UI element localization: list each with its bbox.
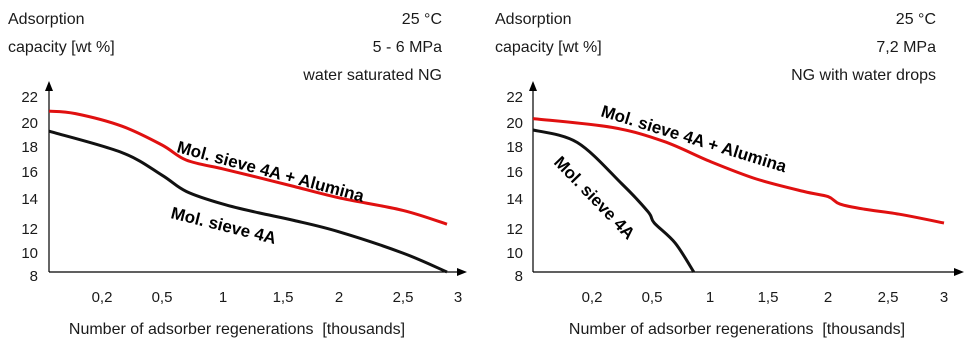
x-tick-label: 1,5 [273,289,294,306]
chart-right: Adsorption capacity [wt %] 25 °C 7,2 MPa… [495,11,964,338]
y-ticks: 8 10 12 14 16 18 20 22 [506,89,523,285]
x-ticks: 0,2 0,5 1 1,5 2 2,5 3 [582,289,949,306]
y-tick-label: 22 [21,89,38,106]
y-axis-arrow [529,81,537,91]
y-axis-label-line1: Adsorption [495,11,572,28]
x-tick-label: 1 [219,289,227,306]
y-tick-label: 14 [21,191,38,208]
series-line-sieve-4a [533,130,694,272]
x-tick-label: 2,5 [393,289,414,306]
x-ticks: 0,2 0,5 1 1,5 2 2,5 3 [92,289,463,306]
y-tick-label: 20 [21,115,38,132]
x-tick-label: 1 [706,289,714,306]
y-axis-label-line2: capacity [wt %] [495,39,602,56]
condition-gas: NG with water drops [791,67,936,84]
y-tick-label: 16 [506,164,523,181]
condition-temperature: 25 °C [896,11,936,28]
y-tick-label: 8 [30,268,38,285]
x-tick-label: 2 [824,289,832,306]
condition-pressure: 7,2 MPa [876,39,936,56]
y-tick-label: 10 [506,245,523,262]
y-tick-label: 14 [506,191,523,208]
x-tick-label: 3 [454,289,462,306]
series-label-sieve-4a: Mol. sieve 4A [169,203,278,247]
x-tick-label: 0,5 [642,289,663,306]
y-tick-label: 22 [506,89,523,106]
x-tick-label: 0,5 [152,289,173,306]
condition-temperature: 25 °C [402,11,442,28]
y-tick-label: 12 [506,221,523,238]
y-ticks: 8 10 12 14 16 18 20 22 [21,89,38,285]
series-label-sieve-alumina: Mol. sieve 4A + Alumina [599,102,790,177]
condition-pressure: 5 - 6 MPa [373,39,442,56]
y-axis-label-line2: capacity [wt %] [8,39,115,56]
x-axis-arrow [954,268,964,276]
series-label-sieve-4a: Mol. sieve 4A [550,153,638,244]
y-tick-label: 8 [515,268,523,285]
y-tick-label: 12 [21,221,38,238]
series-line-sieve-4a [49,131,447,272]
y-tick-label: 10 [21,245,38,262]
x-axis-label: Number of adsorber regenerations [thousa… [69,321,405,338]
x-tick-label: 2,5 [878,289,899,306]
x-tick-label: 1,5 [758,289,779,306]
y-tick-label: 16 [21,164,38,181]
x-tick-label: 0,2 [582,289,603,306]
series-label-sieve-alumina: Mol. sieve 4A + Alumina [175,138,367,206]
y-tick-label: 18 [506,139,523,156]
y-tick-label: 20 [506,115,523,132]
condition-gas: water saturated NG [302,67,442,84]
y-axis-arrow [45,81,53,91]
x-tick-label: 2 [335,289,343,306]
x-axis-arrow [457,268,467,276]
x-tick-label: 0,2 [92,289,113,306]
x-tick-label: 3 [940,289,948,306]
y-tick-label: 18 [21,139,38,156]
x-axis-label: Number of adsorber regenerations [thousa… [569,321,905,338]
chart-left: Adsorption capacity [wt %] 25 °C 5 - 6 M… [8,11,467,338]
y-axis-label-line1: Adsorption [8,11,85,28]
